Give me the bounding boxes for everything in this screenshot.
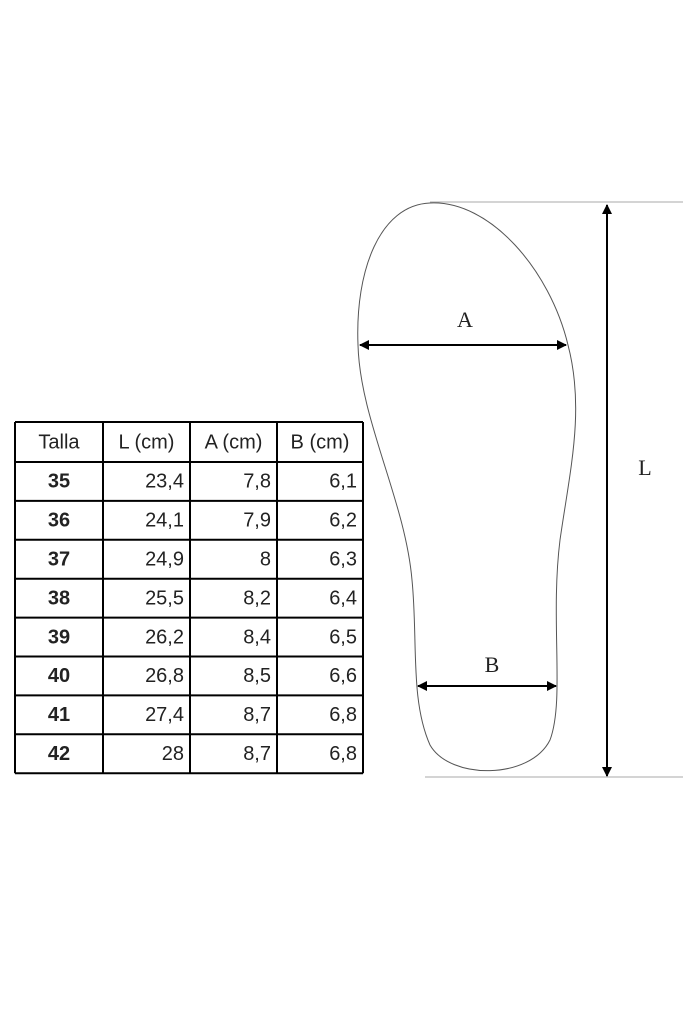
measure-cell: 6,8 <box>329 704 357 726</box>
size-cell: 36 <box>48 510 70 532</box>
size-cell: 37 <box>48 549 70 571</box>
measure-cell: 7,9 <box>243 510 271 532</box>
header-cell: L (cm) <box>119 431 175 453</box>
measure-cell: 6,4 <box>329 587 357 609</box>
measure-cell: 6,6 <box>329 665 357 687</box>
measure-cell: 23,4 <box>145 471 184 493</box>
measure-cell: 6,3 <box>329 549 357 571</box>
measure-cell: 24,1 <box>145 510 184 532</box>
size-cell: 40 <box>48 665 70 687</box>
length-label: L <box>638 455 651 480</box>
measure-cell: 7,8 <box>243 471 271 493</box>
header-cell: Talla <box>38 431 80 453</box>
measure-cell: 8,5 <box>243 665 271 687</box>
measure-cell: 8,4 <box>243 626 271 648</box>
measure-cell: 8,2 <box>243 587 271 609</box>
size-table: Talla L (cm) A (cm) B (cm) 35 23,4 7,8 6,1 36 24,… <box>14 421 364 775</box>
measure-cell: 24,9 <box>145 549 184 571</box>
sole-diagram: A B L <box>357 201 683 778</box>
measure-cell: 6,2 <box>329 510 357 532</box>
heel-label: B <box>485 652 500 677</box>
header-cell: B (cm) <box>291 431 350 453</box>
size-cell: 41 <box>48 704 70 726</box>
measure-cell: 26,8 <box>145 665 184 687</box>
size-cell: 39 <box>48 626 70 648</box>
size-cell: 35 <box>48 471 70 493</box>
measure-cell: 8,7 <box>243 704 271 726</box>
measure-cell: 6,8 <box>329 743 357 765</box>
measure-cell: 26,2 <box>145 626 184 648</box>
measure-cell: 6,1 <box>329 471 357 493</box>
measure-cell: 6,5 <box>329 626 357 648</box>
width-label: A <box>457 307 473 332</box>
sole-outline <box>357 202 577 772</box>
measure-cell: 8,7 <box>243 743 271 765</box>
size-cell: 38 <box>48 587 70 609</box>
measure-cell: 8 <box>260 549 271 571</box>
measure-cell: 25,5 <box>145 587 184 609</box>
size-cell: 42 <box>48 743 70 765</box>
measure-cell: 27,4 <box>145 704 184 726</box>
measure-cell: 28 <box>162 743 184 765</box>
header-cell: A (cm) <box>205 431 263 453</box>
